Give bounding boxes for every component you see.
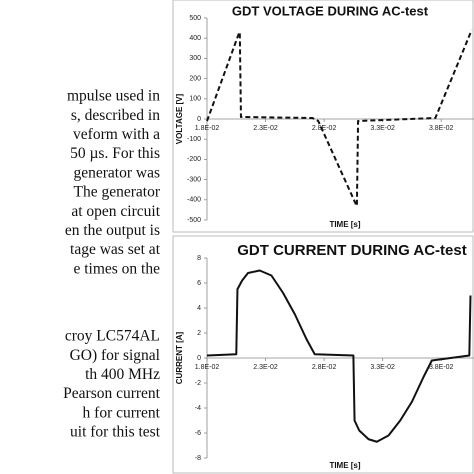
y-tick-label: 4 <box>197 305 201 312</box>
y-tick-label: 500 <box>189 15 201 22</box>
y-tick-label: -200 <box>187 156 201 163</box>
body-text-line: tage was set at <box>70 241 161 258</box>
body-text-line: generator was <box>74 164 161 181</box>
body-text-line: croy LC574AL <box>65 328 160 345</box>
chart-frame <box>172 235 474 474</box>
y-tick-label: 200 <box>189 75 201 82</box>
x-tick-label: 2.8E-02 <box>312 364 337 371</box>
x-tick-label: 3.3E-02 <box>370 125 395 132</box>
body-text-line: 50 µs. For this <box>70 145 160 162</box>
y-tick-label: -400 <box>187 197 201 204</box>
y-tick-label: 100 <box>189 96 201 103</box>
chart-title: GDT CURRENT DURING AC-test <box>237 242 466 259</box>
y-tick-label: -4 <box>195 405 201 412</box>
y-tick-label: -8 <box>195 455 201 462</box>
y-tick-label: -300 <box>187 176 201 183</box>
x-tick-label: 1.8E-02 <box>195 125 220 132</box>
data-line <box>206 29 473 207</box>
body-text-line: s, described in <box>71 107 160 124</box>
x-axis-title: TIME [s] <box>329 220 360 229</box>
body-text-line: at open circuit <box>71 203 160 220</box>
x-tick-label: 1.8E-02 <box>195 364 220 371</box>
y-tick-label: 6 <box>197 280 201 287</box>
y-tick-label: -100 <box>187 136 201 143</box>
x-axis-title: TIME [s] <box>329 461 360 470</box>
body-text-line: th 400 MHz <box>85 366 160 383</box>
x-tick-label: 2.8E-02 <box>312 125 337 132</box>
y-axis-title: VOLTAGE [V] <box>175 93 184 144</box>
body-text-line: Pearson current <box>63 385 161 402</box>
body-text-line: en the output is <box>65 222 160 239</box>
chart-frame <box>172 0 474 233</box>
body-text-line: GO) for signal <box>70 347 160 364</box>
y-tick-label: 400 <box>189 35 201 42</box>
y-tick-label: 0 <box>197 355 201 362</box>
y-tick-label: -2 <box>195 380 201 387</box>
x-tick-label: 3.8E-02 <box>429 364 454 371</box>
x-tick-label: 2.3E-02 <box>253 364 278 371</box>
x-tick-label: 2.3E-02 <box>253 125 278 132</box>
y-tick-label: 300 <box>189 55 201 62</box>
body-text-line: mpulse used in <box>67 88 160 105</box>
y-axis-title: CURRENT [A] <box>175 331 184 384</box>
body-text-line: The generator <box>74 184 161 201</box>
chart-title: GDT VOLTAGE DURING AC-test <box>232 3 429 18</box>
y-tick-label: 0 <box>197 116 201 123</box>
body-text-line: e times on the <box>73 260 160 277</box>
y-tick-label: 8 <box>197 255 201 262</box>
y-tick-label: 2 <box>197 330 201 337</box>
body-text-line: uit for this test <box>70 424 161 441</box>
y-tick-label: -500 <box>187 217 201 224</box>
x-tick-label: 3.8E-02 <box>429 125 454 132</box>
body-text-line: h for current <box>83 404 161 421</box>
data-line <box>206 269 472 443</box>
y-tick-label: -6 <box>195 430 201 437</box>
x-tick-label: 3.3E-02 <box>370 364 395 371</box>
body-text-line: veform with a <box>73 126 160 143</box>
